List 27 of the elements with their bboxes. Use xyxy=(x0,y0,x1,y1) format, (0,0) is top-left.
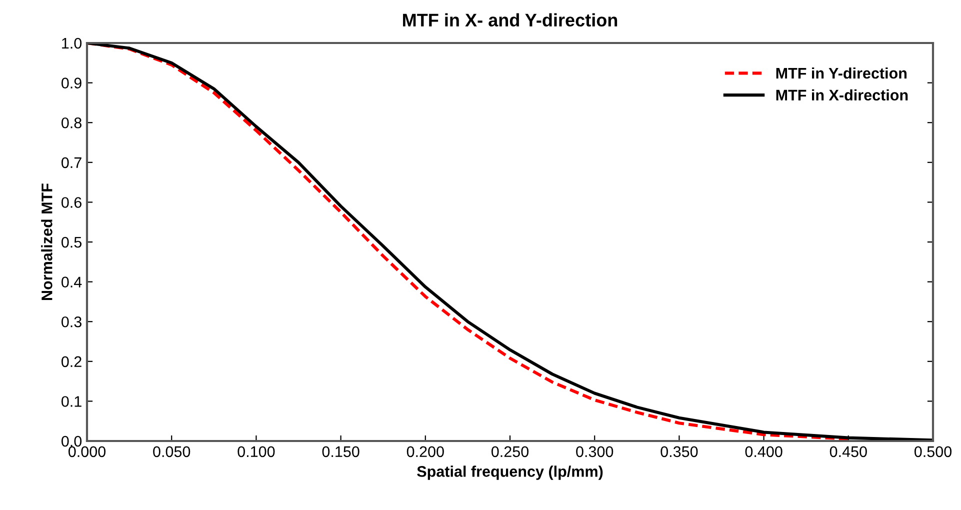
y-tick-label: 0.4 xyxy=(62,276,82,288)
x-axis-title: Spatial frequency (lp/mm) xyxy=(417,466,603,480)
x-tick-label: 0.200 xyxy=(406,446,444,458)
y-tick-label: 0.9 xyxy=(62,78,82,88)
chart-title: MTF in X- and Y-direction xyxy=(403,13,618,27)
y-tick-label: 0.6 xyxy=(62,197,82,208)
x-tick-label: 0.400 xyxy=(745,446,782,458)
y-tick-label: 0.8 xyxy=(62,117,82,128)
x-tick-label: 0.100 xyxy=(238,446,275,458)
x-tick-label: 0.050 xyxy=(153,446,190,458)
x-tick-label: 0.000 xyxy=(68,446,106,458)
x-tick-label: 0.300 xyxy=(576,446,614,458)
x-tick-label: 0.450 xyxy=(830,446,867,458)
legend-label: MTF in X-direction xyxy=(776,89,908,101)
y-tick-label: 0.0 xyxy=(62,436,82,447)
x-tick-label: 0.150 xyxy=(322,446,360,458)
y-tick-label: 0.2 xyxy=(62,356,82,368)
y-tick-label: 0.3 xyxy=(62,316,82,328)
x-tick-label: 0.500 xyxy=(914,446,952,458)
y-axis-title: Normalized MTF xyxy=(41,184,52,300)
y-tick-label: 0.7 xyxy=(62,157,82,168)
y-tick-label: 1.0 xyxy=(62,38,82,49)
x-tick-label: 0.250 xyxy=(491,446,529,458)
legend-label: MTF in Y-direction xyxy=(776,67,907,79)
x-tick-label: 0.350 xyxy=(660,446,698,458)
y-tick-label: 0.5 xyxy=(62,236,82,248)
y-tick-label: 0.1 xyxy=(62,396,82,407)
